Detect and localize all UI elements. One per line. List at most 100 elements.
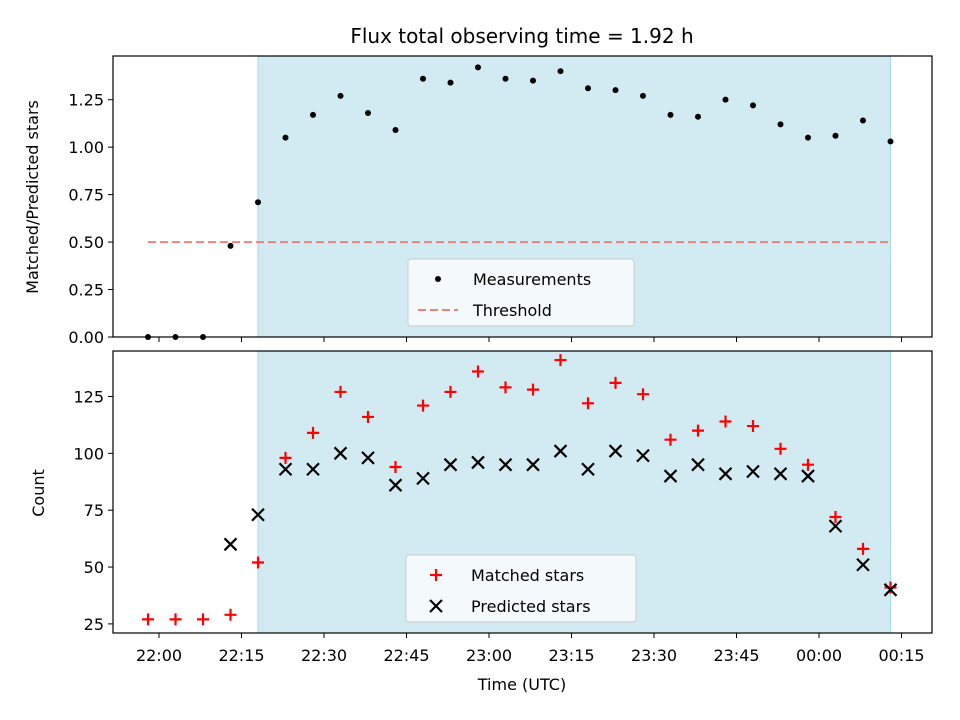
count-panel: 25 50 75 100 125 22:00 22:15 22:30 22:45 23:00 23:… (73, 350, 933, 665)
legend-marker (429, 599, 443, 613)
matched-star-point (389, 460, 402, 473)
x-axis-label: Time (UTC) (477, 675, 566, 694)
predicted-star-point (828, 519, 843, 533)
measurement-point (255, 199, 261, 206)
chart-title: Flux total observing time = 1.92 h (350, 24, 693, 48)
x-tick-label: 00:15 (878, 646, 924, 665)
measurement-point (227, 242, 234, 249)
predicted-star-point (333, 446, 348, 461)
matched-star-point (499, 381, 512, 394)
legend-label: Predicted stars (471, 597, 591, 616)
matched-star-point (637, 388, 649, 401)
y-tick-label: 75 (84, 501, 104, 520)
measurement-point (475, 64, 481, 71)
predicted-star-point (361, 451, 375, 465)
measurement-point (530, 77, 536, 84)
top-y-axis-label: Matched/Predicted stars (23, 100, 42, 294)
measurement-point (695, 113, 701, 120)
measurement-point (832, 132, 839, 139)
matched-star-point (582, 397, 594, 410)
predicted-star-point (718, 467, 733, 481)
x-tick-label: 23:45 (713, 646, 759, 665)
predicted-star-point (663, 469, 678, 483)
predicted-star-point (636, 448, 650, 463)
matched-star-point (444, 385, 457, 398)
y-tick-label: 0.25 (68, 281, 104, 300)
measurement-point (557, 68, 564, 75)
matched-star-point (747, 420, 759, 433)
measurement-point (365, 109, 371, 116)
measurement-point (667, 111, 674, 118)
legend-marker (435, 276, 441, 282)
predicted-star-point (278, 462, 293, 477)
matched-star-point (664, 433, 677, 446)
matched-star-point (279, 451, 292, 464)
measurement-point (777, 121, 784, 128)
matched-star-point (307, 426, 319, 439)
measurement-point (640, 92, 646, 99)
measurement-point (310, 111, 316, 118)
legend-box (405, 554, 637, 623)
matched-star-point (169, 613, 182, 626)
matched-star-point (252, 556, 264, 569)
matched-star-point (609, 376, 622, 389)
x-tick-label: 23:15 (548, 646, 594, 665)
predicted-star-point (553, 444, 568, 458)
measurement-point (887, 138, 894, 145)
x-tick-label: 22:45 (383, 646, 429, 665)
matched-star-point (362, 410, 374, 423)
matched-star-point (334, 385, 347, 398)
matched-star-point (829, 511, 842, 524)
y-tick-label: 0.00 (68, 328, 104, 347)
predicted-star-point (883, 583, 898, 597)
y-tick-label: 25 (84, 615, 104, 634)
predicted-star-point (306, 462, 320, 477)
matched-star-point (802, 458, 814, 471)
matched-star-point (197, 613, 209, 626)
y-tick-label: 1.25 (68, 91, 104, 110)
y-tick-label: 100 (73, 444, 104, 463)
y-tick-label: 50 (84, 558, 104, 577)
y-tick-label: 125 (73, 387, 104, 406)
measurement-point (392, 127, 399, 134)
y-tick-label: 1.00 (68, 138, 104, 157)
predicted-star-point (498, 457, 513, 472)
matched-star-point (554, 354, 567, 367)
x-tick-label: 23:00 (466, 646, 512, 665)
ratio-panel: 0.00 0.25 0.50 0.75 1.00 1.25 Measurements Thre… (68, 55, 933, 347)
matched-star-point (719, 415, 732, 428)
legend-marker (430, 569, 442, 581)
predicted-star-point (773, 467, 788, 481)
predicted-star-point (608, 444, 623, 458)
predicted-star-point (388, 478, 403, 492)
measurement-point (282, 134, 289, 141)
x-tick-label: 22:15 (218, 646, 264, 665)
measurement-point (750, 102, 756, 109)
y-tick-label: 0.50 (68, 233, 104, 252)
measurement-point (805, 134, 811, 141)
predicted-star-point (581, 462, 595, 477)
measurement-point (502, 75, 509, 82)
matched-star-point (224, 608, 237, 621)
measurement-point (337, 92, 344, 99)
measurement-point (722, 96, 729, 103)
bottom-y-axis-label: Count (29, 469, 48, 517)
matched-star-point (142, 613, 154, 626)
predicted-star-point (856, 557, 870, 572)
measurement-point (612, 87, 619, 94)
x-tick-label: 22:30 (301, 646, 347, 665)
predicted-star-point (471, 455, 485, 470)
predicted-star-point (443, 457, 458, 472)
y-tick-label: 0.75 (68, 186, 104, 205)
predicted-star-point (223, 537, 238, 552)
predicted-star-point (746, 464, 760, 479)
measurement-point (585, 85, 591, 92)
legend-box (407, 258, 635, 327)
measurement-point (447, 79, 454, 86)
axes-frame (112, 350, 933, 634)
measurement-point (420, 75, 426, 82)
x-tick-label: 00:00 (796, 646, 842, 665)
matched-star-point (884, 581, 897, 594)
predicted-star-point (251, 507, 265, 522)
